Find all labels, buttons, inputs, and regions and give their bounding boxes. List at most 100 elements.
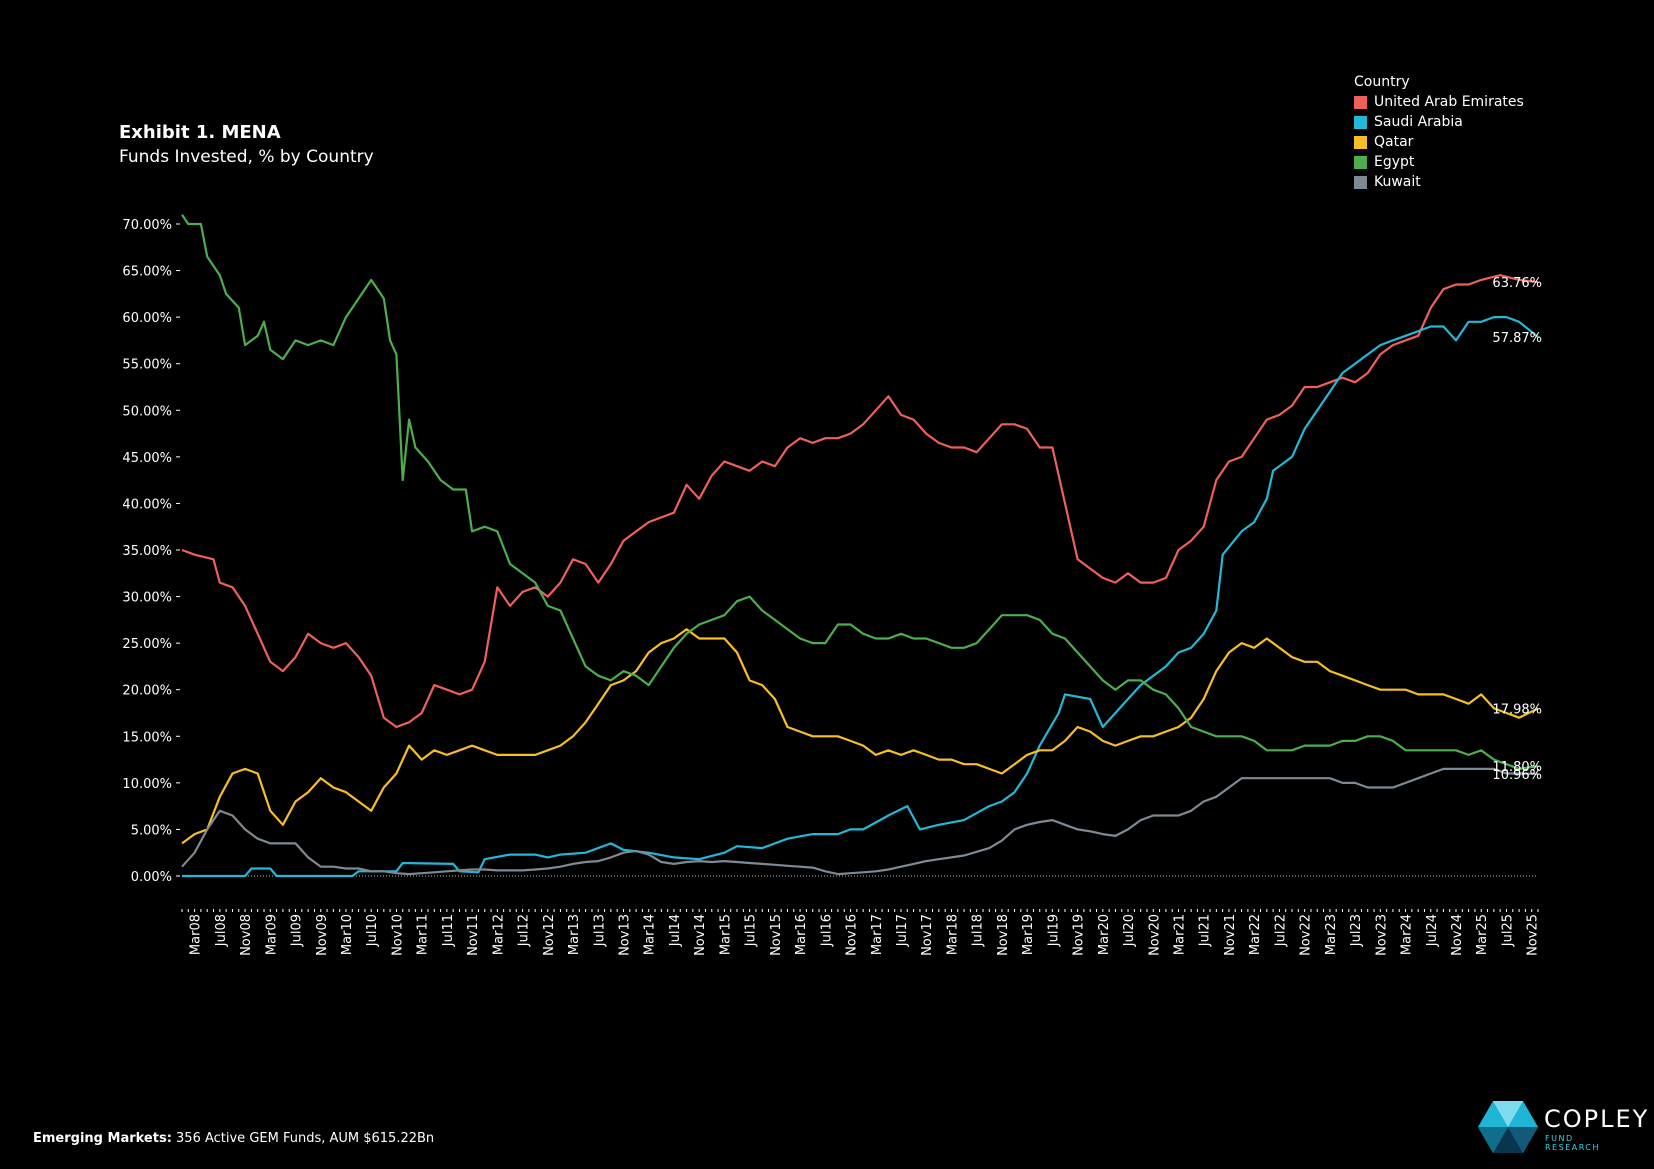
x-tick-label: Nov14	[693, 914, 708, 956]
logo-hexagon-icon	[1478, 1101, 1538, 1153]
legend-label: Kuwait	[1374, 174, 1421, 190]
x-tick-label: Mar08	[189, 914, 204, 955]
end-value-label: 10.96%	[1492, 768, 1542, 783]
legend: Country United Arab Emirates Saudi Arabia…	[1354, 72, 1524, 192]
y-tick-label: 25.00%	[122, 637, 172, 652]
x-tick-label: Nov16	[845, 914, 860, 956]
legend-item: United Arab Emirates	[1354, 92, 1524, 112]
x-tick-label: Mar18	[945, 914, 960, 955]
end-value-label: 17.98%	[1492, 703, 1542, 718]
legend-item: Egypt	[1354, 152, 1524, 172]
end-value-label: 57.87%	[1492, 331, 1542, 346]
chart-subtitle: Funds Invested, % by Country	[119, 147, 374, 167]
y-tick-label: 50.00%	[122, 404, 172, 419]
series-line-egypt	[181, 214, 1539, 770]
legend-swatch	[1354, 155, 1367, 169]
legend-item: Qatar	[1354, 132, 1524, 152]
series-line-kuwait	[181, 767, 1539, 876]
x-tick-label: Mar11	[416, 914, 431, 955]
footer: Emerging Markets: 356 Active GEM Funds, …	[33, 1131, 434, 1146]
x-tick-label: Nov23	[1374, 914, 1389, 956]
x-tick-label: Jul14	[668, 914, 683, 947]
x-tick-label: Mar21	[1173, 914, 1188, 955]
footer-label: Emerging Markets:	[33, 1131, 172, 1146]
legend-swatch	[1354, 175, 1367, 189]
x-tick-label: Mar15	[718, 914, 733, 955]
x-tick-label: Mar17	[870, 914, 885, 955]
y-tick-label: 15.00%	[122, 730, 172, 745]
chart-title: Exhibit 1. MENA	[119, 122, 281, 143]
y-axis: 0.00% 5.00% 10.00% 15.00% 20.00% 25.00% 30.00%…	[122, 218, 1538, 885]
x-tick-label: Mar16	[794, 914, 809, 955]
y-tick-label: 40.00%	[122, 497, 172, 512]
x-tick-label: Nov12	[542, 914, 557, 956]
x-tick-label: Jul08	[214, 914, 229, 947]
x-tick-label: Nov25	[1526, 914, 1541, 956]
end-value-label: 11.80%	[1492, 760, 1542, 775]
x-tick-label: Jul12	[517, 914, 532, 947]
x-tick-label: Jul09	[290, 914, 305, 947]
x-tick-label: Jul25	[1500, 914, 1515, 947]
legend-title: Country	[1354, 74, 1410, 90]
y-tick-label: 35.00%	[122, 544, 172, 559]
x-tick-label: Nov21	[1223, 914, 1238, 956]
y-tick-label: 65.00%	[122, 265, 172, 280]
x-tick-label: Nov15	[769, 914, 784, 956]
x-tick-label: Nov20	[1147, 914, 1162, 956]
series-layer	[181, 214, 1539, 878]
end-value-label: 63.76%	[1492, 276, 1542, 291]
y-tick-label: 30.00%	[122, 591, 172, 606]
legend-item: Kuwait	[1354, 172, 1524, 192]
x-axis: Mar08 Jul08 Nov08 Mar09 Jul09 Nov09 Mar10 Jul10…	[181, 909, 1541, 956]
x-tick-label: Jul18	[971, 914, 986, 947]
x-tick-label: Nov10	[390, 914, 405, 956]
legend-label: Egypt	[1374, 154, 1415, 170]
x-tick-label: Jul22	[1273, 914, 1288, 947]
x-tick-label: Jul21	[1198, 914, 1213, 947]
series-line-qatar	[181, 628, 1539, 845]
x-tick-label: Nov22	[1299, 914, 1314, 956]
legend-swatch	[1354, 95, 1367, 109]
footer-text: 356 Active GEM Funds, AUM $615.22Bn	[171, 1131, 435, 1146]
x-tick-label: Jul13	[592, 914, 607, 947]
legend-label: Qatar	[1374, 134, 1414, 150]
x-tick-label: Nov08	[239, 914, 254, 956]
series-line-saudi-arabia	[182, 316, 1539, 878]
copley-logo: COPLEY FUND RESEARCH	[1478, 1101, 1647, 1153]
x-tick-label: Jul20	[1122, 914, 1137, 947]
x-tick-label: Jul17	[895, 914, 910, 947]
x-tick-label: Mar20	[1097, 914, 1112, 955]
x-tick-label: Jul10	[365, 914, 380, 947]
x-tick-label: Nov09	[315, 914, 330, 956]
y-tick-label: 70.00%	[122, 218, 172, 233]
x-tick-label: Mar19	[1021, 914, 1036, 955]
x-tick-label: Mar23	[1324, 914, 1339, 955]
x-tick-label: Mar13	[567, 914, 582, 955]
x-tick-label: Mar25	[1475, 914, 1490, 955]
x-tick-label: Nov17	[920, 914, 935, 956]
end-labels: 63.76% 57.87% 17.98% 11.80%10.96%	[1492, 276, 1542, 783]
series-line-united-arab-emirates	[181, 274, 1539, 729]
x-tick-label: Nov11	[466, 914, 481, 956]
x-tick-label: Jul24	[1425, 914, 1440, 947]
y-tick-label: 45.00%	[122, 451, 172, 466]
x-tick-label: Mar14	[643, 914, 658, 955]
x-tick-label: Mar12	[491, 914, 506, 955]
x-tick-label: Nov24	[1450, 914, 1465, 956]
x-tick-label: Nov19	[1072, 914, 1087, 956]
legend-label: Saudi Arabia	[1374, 114, 1463, 130]
y-tick-label: 20.00%	[122, 684, 172, 699]
y-tick-label: 0.00%	[131, 870, 172, 885]
legend-swatch	[1354, 135, 1367, 149]
x-tick-label: Mar10	[340, 914, 355, 955]
logo-subtitle: FUND RESEARCH	[1545, 1134, 1600, 1152]
x-tick-label: Jul23	[1349, 914, 1364, 947]
x-tick-label: Nov13	[617, 914, 632, 956]
x-tick-label: Jul16	[819, 914, 834, 947]
y-tick-label: 5.00%	[131, 823, 172, 838]
y-tick-label: 60.00%	[122, 311, 172, 326]
x-tick-label: Jul19	[1046, 914, 1061, 947]
y-tick-label: 55.00%	[122, 358, 172, 373]
legend-label: United Arab Emirates	[1374, 94, 1524, 110]
